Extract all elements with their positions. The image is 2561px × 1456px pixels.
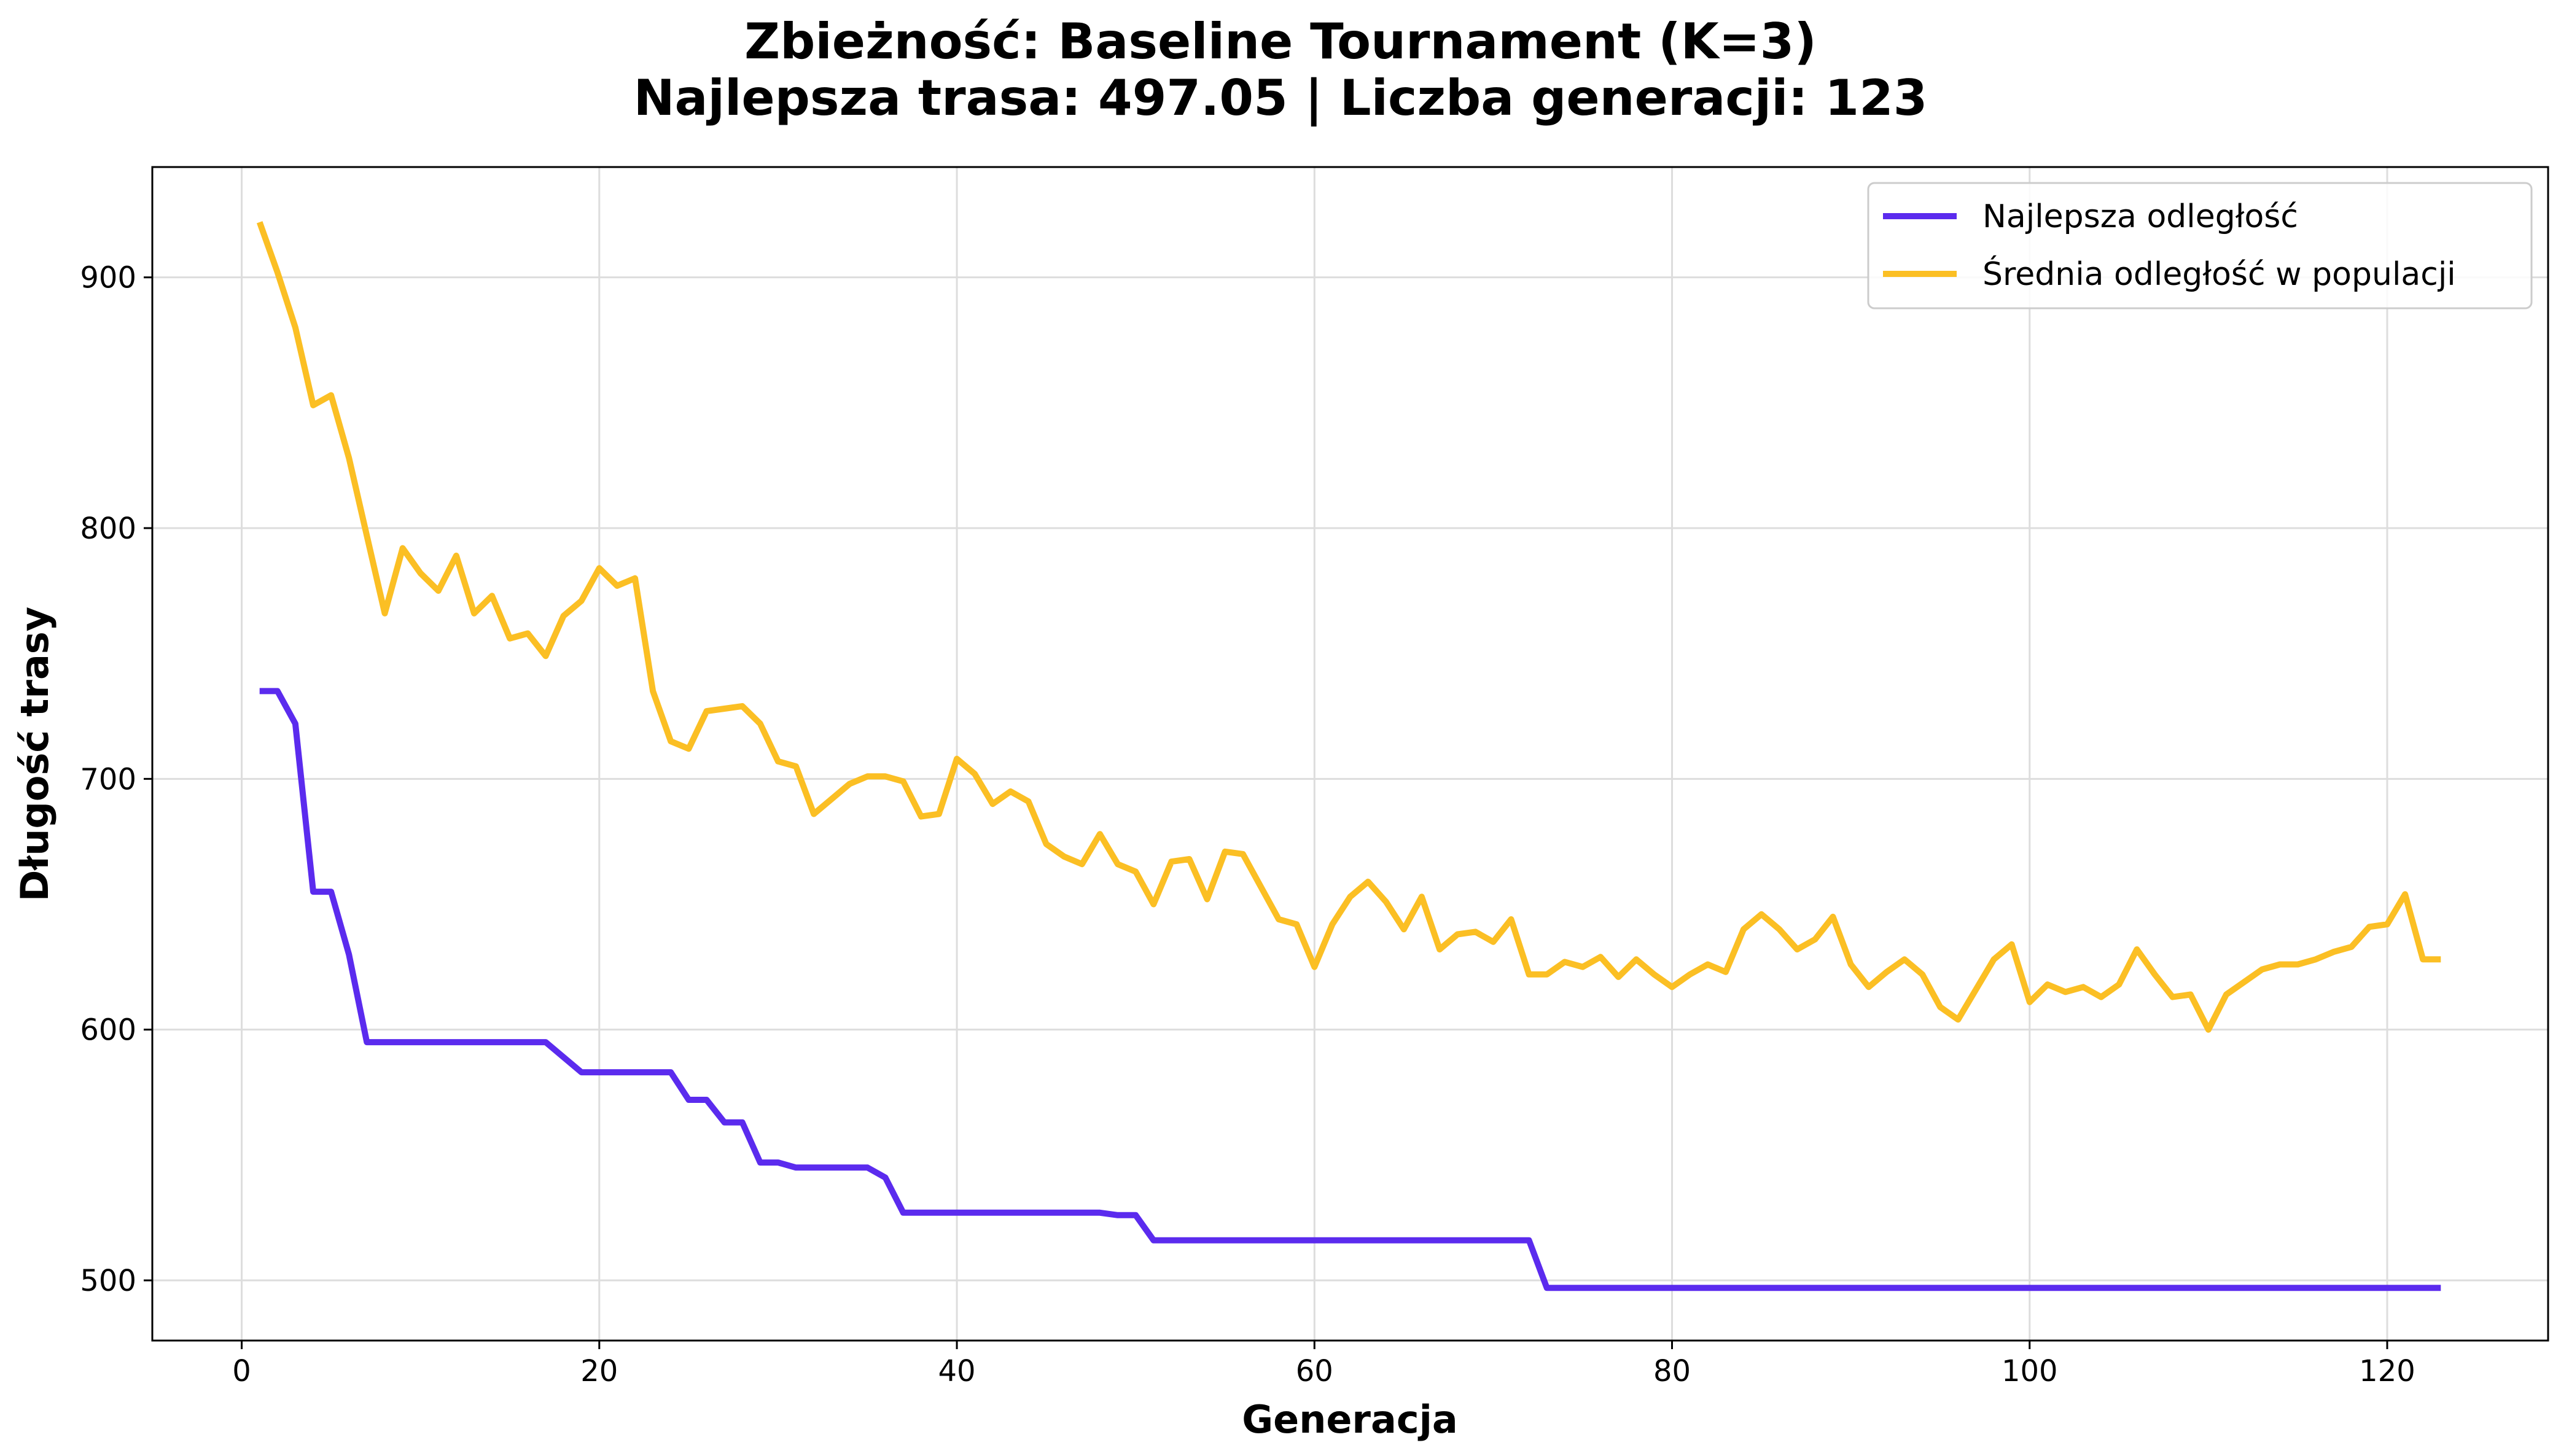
x-tick-label: 60	[1296, 1354, 1333, 1388]
x-tick-label: 80	[1653, 1354, 1691, 1388]
mean-distance-line	[256, 221, 2441, 1033]
x-tick-label: 20	[580, 1354, 618, 1388]
y-tick-label: 600	[80, 1013, 136, 1048]
best-distance-line	[259, 688, 2441, 1291]
y-tick-label: 900	[80, 261, 136, 295]
x-axis-label: Generacja	[1242, 1397, 1457, 1442]
legend-label-best: Najlepsza odległość	[1982, 198, 2298, 235]
legend-box	[1867, 182, 2533, 309]
series-lines	[256, 221, 2441, 1291]
x-tick-label: 120	[2359, 1354, 2415, 1388]
y-axis-label: Długość trasy	[12, 607, 57, 901]
axis-ticks: 0 20 40 60 80 100 120 500 600 700 800 900	[80, 261, 2415, 1388]
grid-lines	[152, 167, 2548, 1341]
legend: Najlepsza odległość Średnia odległość w …	[1867, 182, 2533, 309]
chart-title-line1: Zbieżność: Baseline Tournament (K=3)	[744, 13, 1817, 70]
y-tick-label: 800	[80, 512, 136, 546]
x-tick-label: 100	[2002, 1354, 2058, 1388]
legend-label-mean: Średnia odległość w populacji	[1982, 255, 2456, 293]
x-tick-label: 40	[938, 1354, 975, 1388]
y-tick-label: 500	[80, 1264, 136, 1298]
y-tick-label: 700	[80, 762, 136, 796]
chart-title-line2: Najlepsza trasa: 497.05 | Liczba generac…	[634, 69, 1928, 127]
x-tick-label: 0	[232, 1354, 251, 1388]
plot-area-frame	[151, 166, 2549, 1342]
